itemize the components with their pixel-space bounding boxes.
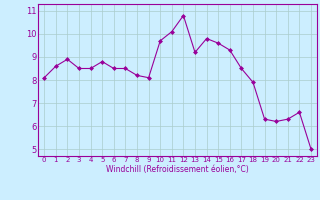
X-axis label: Windchill (Refroidissement éolien,°C): Windchill (Refroidissement éolien,°C): [106, 165, 249, 174]
